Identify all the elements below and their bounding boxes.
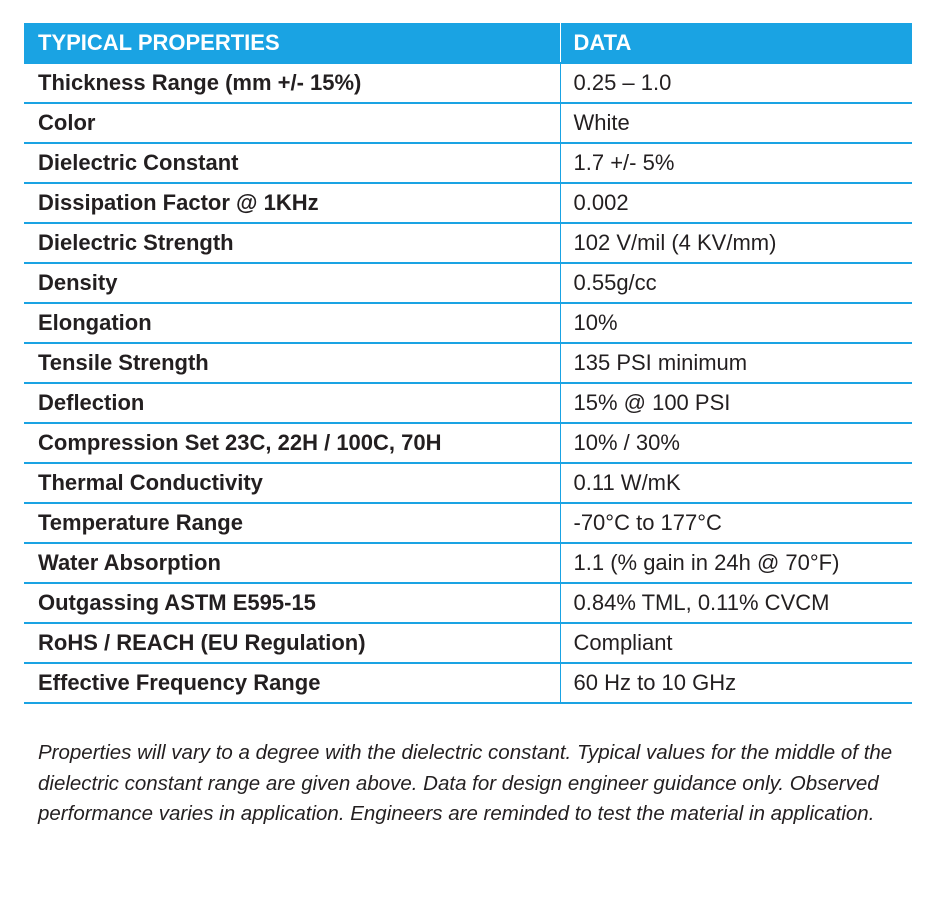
- property-value: 60 Hz to 10 GHz: [559, 663, 912, 704]
- property-value: -70°C to 177°C: [559, 503, 912, 544]
- property-value: 10% / 30%: [559, 423, 912, 464]
- table-row: Compression Set 23C, 22H / 100C, 70H 10%…: [24, 423, 912, 464]
- property-name: Dielectric Constant: [24, 143, 560, 184]
- property-value: 0.11 W/mK: [559, 463, 912, 504]
- property-value: 10%: [559, 303, 912, 344]
- property-value: 0.55g/cc: [559, 263, 912, 304]
- property-value: Compliant: [559, 623, 912, 664]
- property-name: Tensile Strength: [24, 343, 560, 384]
- table-row: RoHS / REACH (EU Regulation) Compliant: [24, 623, 912, 664]
- property-name: Temperature Range: [24, 503, 560, 544]
- property-name: Elongation: [24, 303, 560, 344]
- property-value: 102 V/mil (4 KV/mm): [559, 223, 912, 264]
- table-row: Effective Frequency Range 60 Hz to 10 GH…: [24, 663, 912, 704]
- table-row: Thickness Range (mm +/- 15%) 0.25 – 1.0: [24, 63, 912, 104]
- property-value: 1.1 (% gain in 24h @ 70°F): [559, 543, 912, 584]
- property-name: Density: [24, 263, 560, 304]
- property-value: 0.25 – 1.0: [559, 63, 912, 104]
- property-name: Effective Frequency Range: [24, 663, 560, 704]
- property-value: 0.84% TML, 0.11% CVCM: [559, 583, 912, 624]
- property-value: White: [559, 103, 912, 144]
- table-row: Dissipation Factor @ 1KHz 0.002: [24, 183, 912, 224]
- table-row: Density 0.55g/cc: [24, 263, 912, 304]
- property-name: Color: [24, 103, 560, 144]
- property-name: Dielectric Strength: [24, 223, 560, 264]
- table-row: Deflection 15% @ 100 PSI: [24, 383, 912, 424]
- property-name: Deflection: [24, 383, 560, 424]
- property-name: Water Absorption: [24, 543, 560, 584]
- header-data: DATA: [559, 23, 912, 64]
- property-value: 0.002: [559, 183, 912, 224]
- property-value: 15% @ 100 PSI: [559, 383, 912, 424]
- properties-table: TYPICAL PROPERTIES DATA Thickness Range …: [24, 23, 912, 704]
- property-name: Outgassing ASTM E595-15: [24, 583, 560, 624]
- property-value: 1.7 +/- 5%: [559, 143, 912, 184]
- table-header-row: TYPICAL PROPERTIES DATA: [24, 23, 912, 64]
- property-name: Dissipation Factor @ 1KHz: [24, 183, 560, 224]
- property-name: Thermal Conductivity: [24, 463, 560, 504]
- table-row: Outgassing ASTM E595-15 0.84% TML, 0.11%…: [24, 583, 912, 624]
- header-typical-properties: TYPICAL PROPERTIES: [24, 23, 560, 64]
- table-row: Thermal Conductivity 0.11 W/mK: [24, 463, 912, 504]
- table-row: Dielectric Constant 1.7 +/- 5%: [24, 143, 912, 184]
- property-value: 135 PSI minimum: [559, 343, 912, 384]
- table-row: Tensile Strength 135 PSI minimum: [24, 343, 912, 384]
- table-row: Elongation 10%: [24, 303, 912, 344]
- property-name: RoHS / REACH (EU Regulation): [24, 623, 560, 664]
- disclaimer-note: Properties will vary to a degree with th…: [38, 741, 893, 825]
- table-row: Temperature Range -70°C to 177°C: [24, 503, 912, 544]
- table-row: Dielectric Strength 102 V/mil (4 KV/mm): [24, 223, 912, 264]
- property-name: Thickness Range (mm +/- 15%): [24, 63, 560, 104]
- property-name: Compression Set 23C, 22H / 100C, 70H: [24, 423, 560, 464]
- table-row: Color White: [24, 103, 912, 144]
- table-row: Water Absorption 1.1 (% gain in 24h @ 70…: [24, 543, 912, 584]
